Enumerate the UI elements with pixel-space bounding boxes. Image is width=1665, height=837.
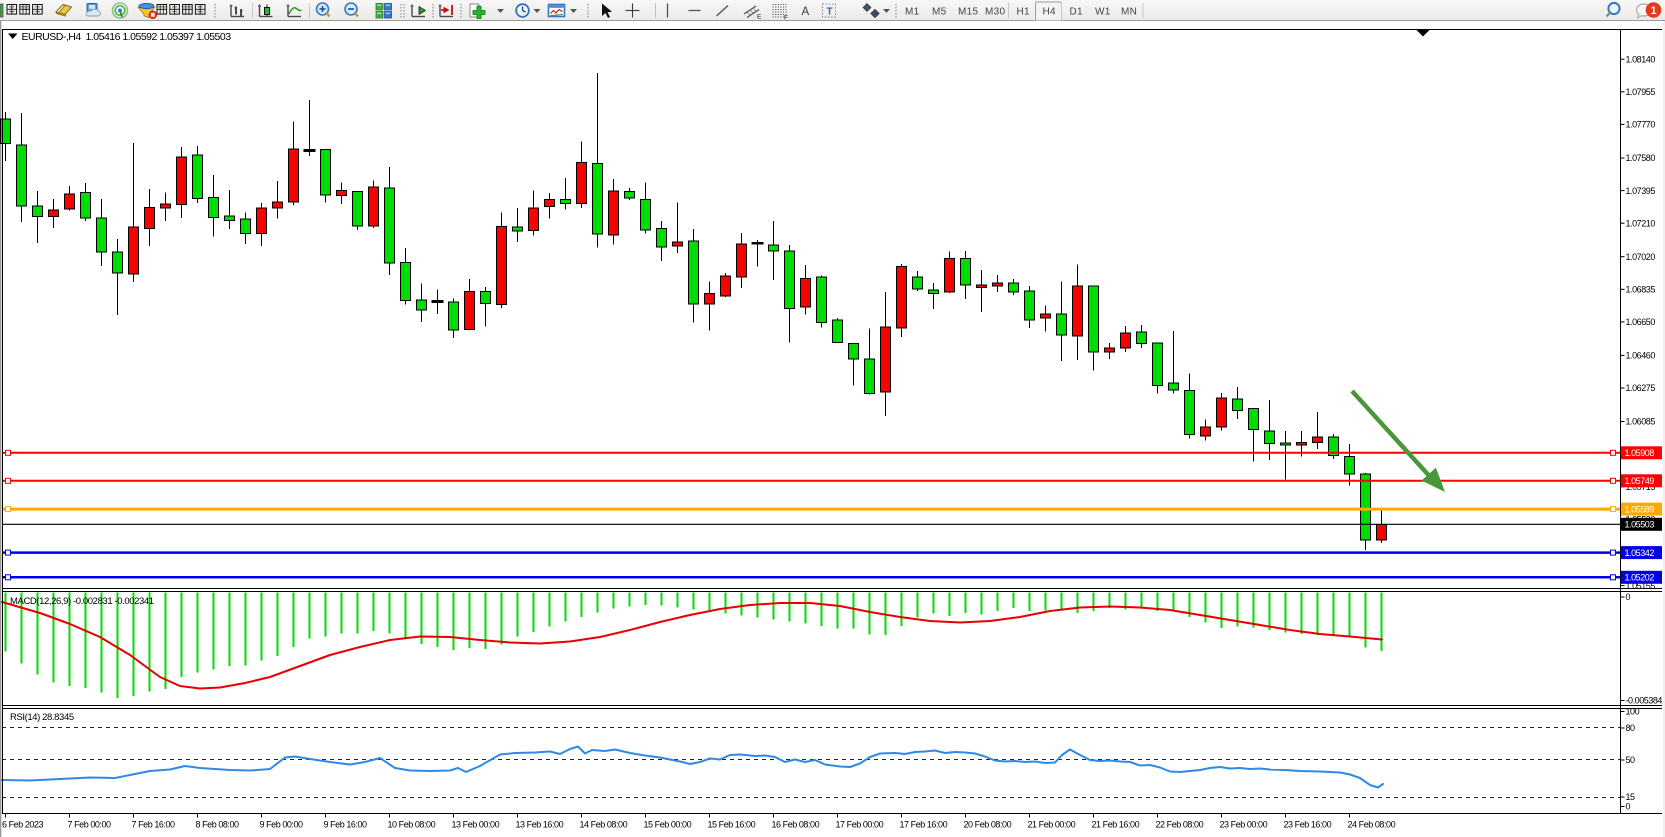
svg-text:1.07580: 1.07580 [1626,153,1656,163]
svg-text:MACD(12,26,9) -0.002831 -0.002: MACD(12,26,9) -0.002831 -0.002341 [10,596,154,607]
svg-text:E: E [757,14,762,21]
svg-text:22 Feb 08:00: 22 Feb 08:00 [1156,820,1204,830]
svg-text:M5: M5 [932,7,947,18]
svg-text:1.07020: 1.07020 [1626,252,1656,262]
svg-text:1.05589: 1.05589 [1625,504,1655,514]
svg-text:15 Feb 16:00: 15 Feb 16:00 [708,820,756,830]
svg-text:1.06085: 1.06085 [1626,417,1656,427]
svg-text:6 Feb 2023: 6 Feb 2023 [2,820,43,830]
svg-text:1.05503: 1.05503 [1625,520,1655,530]
svg-text:15: 15 [1626,792,1636,802]
svg-text:17 Feb 16:00: 17 Feb 16:00 [900,820,948,830]
svg-text:13 Feb 16:00: 13 Feb 16:00 [516,820,564,830]
svg-text:20 Feb 08:00: 20 Feb 08:00 [964,820,1012,830]
svg-text:1.06460: 1.06460 [1626,351,1656,361]
svg-text:7 Feb 16:00: 7 Feb 16:00 [132,820,176,830]
svg-text:13 Feb 00:00: 13 Feb 00:00 [452,820,500,830]
svg-text:M30: M30 [985,7,1005,18]
svg-text:21 Feb 00:00: 21 Feb 00:00 [1028,820,1076,830]
svg-text:EURUSD-,H4 1.05416 1.05592 1.: EURUSD-,H4 1.05416 1.05592 1.05397 1.055… [22,31,232,43]
svg-text:1.07210: 1.07210 [1626,218,1656,228]
svg-text:1.07770: 1.07770 [1626,120,1656,130]
svg-text:RSI(14) 28.8345: RSI(14) 28.8345 [10,712,74,723]
svg-text:21 Feb 16:00: 21 Feb 16:00 [1092,820,1140,830]
svg-text:1.06835: 1.06835 [1626,285,1656,295]
svg-text:F: F [784,15,788,22]
svg-text:8 Feb 08:00: 8 Feb 08:00 [196,820,240,830]
svg-text:17 Feb 00:00: 17 Feb 00:00 [836,820,884,830]
svg-text:0: 0 [1626,802,1631,812]
svg-text:M1: M1 [905,7,920,18]
svg-text:23 Feb 16:00: 23 Feb 16:00 [1284,820,1332,830]
svg-text:80: 80 [1626,723,1636,733]
svg-text:10 Feb 08:00: 10 Feb 08:00 [388,820,436,830]
svg-text:1.07395: 1.07395 [1626,186,1656,196]
svg-text:M15: M15 [958,7,978,18]
svg-text:-0.005384: -0.005384 [1626,696,1663,706]
svg-text:7 Feb 00:00: 7 Feb 00:00 [68,820,112,830]
svg-text:1.06275: 1.06275 [1626,383,1656,393]
svg-text:0: 0 [1626,592,1631,602]
svg-text:A: A [802,6,810,18]
svg-text:1.08140: 1.08140 [1626,54,1656,64]
svg-text:9 Feb 16:00: 9 Feb 16:00 [324,820,368,830]
svg-text:15 Feb 00:00: 15 Feb 00:00 [644,820,692,830]
svg-text:1: 1 [1650,5,1656,17]
svg-text:100: 100 [1626,707,1640,717]
svg-text:1.05155: 1.05155 [1626,581,1656,591]
svg-text:1.05342: 1.05342 [1625,548,1655,558]
svg-text:W1: W1 [1095,7,1111,18]
svg-text:1.05202: 1.05202 [1625,573,1655,583]
svg-text:1.07955: 1.07955 [1626,87,1656,97]
svg-text:1.05908: 1.05908 [1625,448,1655,458]
svg-text:23 Feb 00:00: 23 Feb 00:00 [1220,820,1268,830]
svg-text:MN: MN [1121,7,1137,18]
svg-text:24 Feb 08:00: 24 Feb 08:00 [1348,820,1396,830]
svg-text:1.05749: 1.05749 [1625,476,1655,486]
svg-text:D1: D1 [1070,7,1084,18]
svg-text:H1: H1 [1017,7,1031,18]
svg-text:T: T [827,7,833,18]
svg-text:1.06650: 1.06650 [1626,317,1656,327]
svg-text:H4: H4 [1043,7,1057,18]
svg-text:14 Feb 08:00: 14 Feb 08:00 [580,820,628,830]
svg-text:9 Feb 00:00: 9 Feb 00:00 [260,820,304,830]
svg-text:16 Feb 08:00: 16 Feb 08:00 [772,820,820,830]
svg-text:50: 50 [1626,755,1636,765]
